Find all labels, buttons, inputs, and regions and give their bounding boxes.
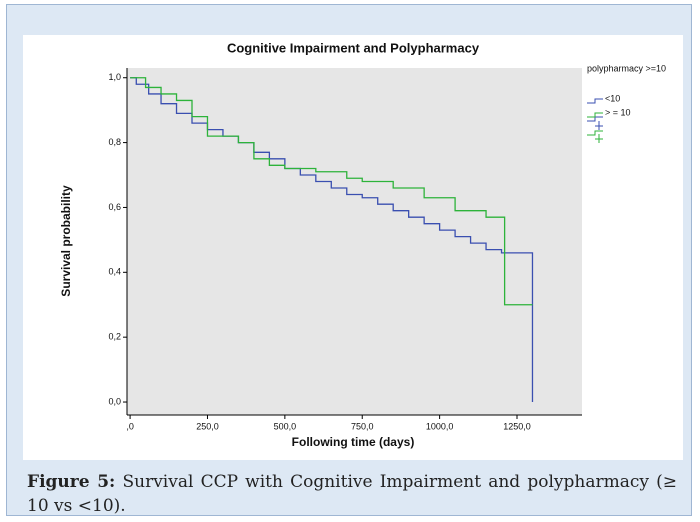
y-tick-label: 0,0 xyxy=(108,396,121,406)
figure-box: Cognitive Impairment and Polypharmacy Fo… xyxy=(6,4,692,516)
x-tick-label: 250,0 xyxy=(196,421,219,431)
survival-curve xyxy=(130,77,533,306)
chart-title: Cognitive Impairment and Polypharmacy xyxy=(227,40,480,55)
legend-censor xyxy=(587,116,603,130)
legend-censor xyxy=(587,130,603,143)
plot-area xyxy=(127,68,582,415)
legend-title: polypharmacy >=10 xyxy=(587,63,666,73)
y-tick-label: 0,2 xyxy=(108,332,121,342)
caption: Figure 5: Survival CCP with Cognitive Im… xyxy=(27,470,677,518)
caption-label: Figure 5: xyxy=(27,472,116,492)
y-tick-label: 0,6 xyxy=(108,202,121,212)
y-tick-label: 0,4 xyxy=(108,267,121,277)
y-axis-label: Survival probability xyxy=(59,185,73,297)
legend-swatch xyxy=(587,98,603,104)
x-tick-label: 750,0 xyxy=(351,421,374,431)
caption-text: Survival CCP with Cognitive Impairment a… xyxy=(27,472,677,516)
legend-swatch xyxy=(587,112,603,118)
survival-curve xyxy=(130,77,534,403)
x-axis-label: Following time (days) xyxy=(292,435,415,449)
x-tick-label: 1000,0 xyxy=(426,421,454,431)
y-tick-label: 0,8 xyxy=(108,137,121,147)
legend-label: <10 xyxy=(605,93,620,103)
y-tick-label: 1,0 xyxy=(108,72,121,82)
x-tick-label: 500,0 xyxy=(274,421,297,431)
x-tick-label: 1250,0 xyxy=(503,421,531,431)
legend-label: > = 10 xyxy=(605,107,631,117)
x-tick-label: ,0 xyxy=(126,421,134,431)
chart: Cognitive Impairment and Polypharmacy Fo… xyxy=(23,35,683,460)
